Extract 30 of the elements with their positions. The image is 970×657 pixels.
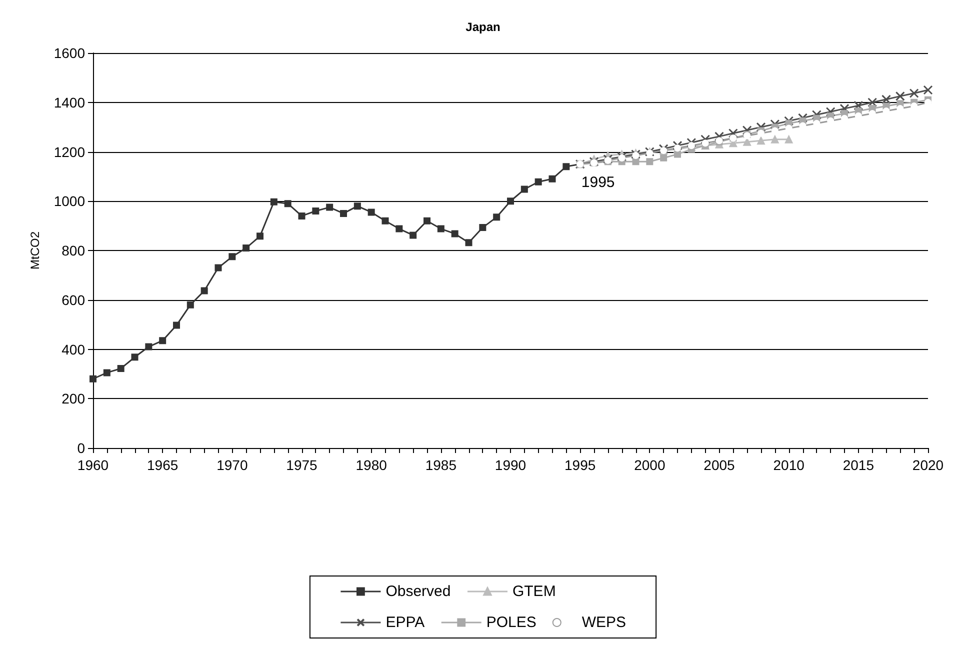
x-tick-label: 1990: [494, 457, 526, 473]
annotation: 1995: [581, 174, 615, 192]
x-tick-label: 1965: [147, 457, 178, 473]
x-tick-label: 1975: [286, 457, 318, 473]
legend-label: Observed: [386, 583, 451, 600]
x-tick-label: 1980: [356, 457, 388, 473]
y-tick-label: 200: [62, 390, 86, 407]
x-tick-label: 2015: [842, 457, 874, 473]
legend-label: EPPA: [386, 614, 425, 631]
y-tick-label: 1400: [54, 94, 86, 110]
y-tick-label: 1600: [54, 45, 86, 61]
legend-label: WEPS: [582, 614, 626, 631]
legend-label: GTEM: [512, 583, 556, 600]
legend-label: POLES: [486, 614, 536, 631]
y-tick-label: 1200: [54, 144, 86, 160]
x-tick-label: 1995: [564, 457, 596, 473]
x-tick-label: 1985: [425, 457, 457, 473]
y-tick-label: 600: [62, 292, 86, 308]
x-tick-label: 1960: [77, 457, 109, 473]
y-tick-label: 400: [62, 341, 86, 358]
y-tick-label: 800: [62, 242, 86, 258]
x-tick-label: 2010: [773, 457, 805, 473]
x-tick-label: 2000: [634, 457, 666, 473]
y-axis-title: MtCO2: [28, 231, 42, 270]
x-tick-label: 2005: [704, 457, 736, 473]
chart-title: Japan: [466, 20, 500, 34]
y-tick-label: 1000: [54, 193, 86, 210]
y-tick-label: 0: [77, 440, 86, 456]
x-tick-label: 2020: [912, 457, 944, 473]
x-tick-label: 1970: [216, 457, 248, 473]
